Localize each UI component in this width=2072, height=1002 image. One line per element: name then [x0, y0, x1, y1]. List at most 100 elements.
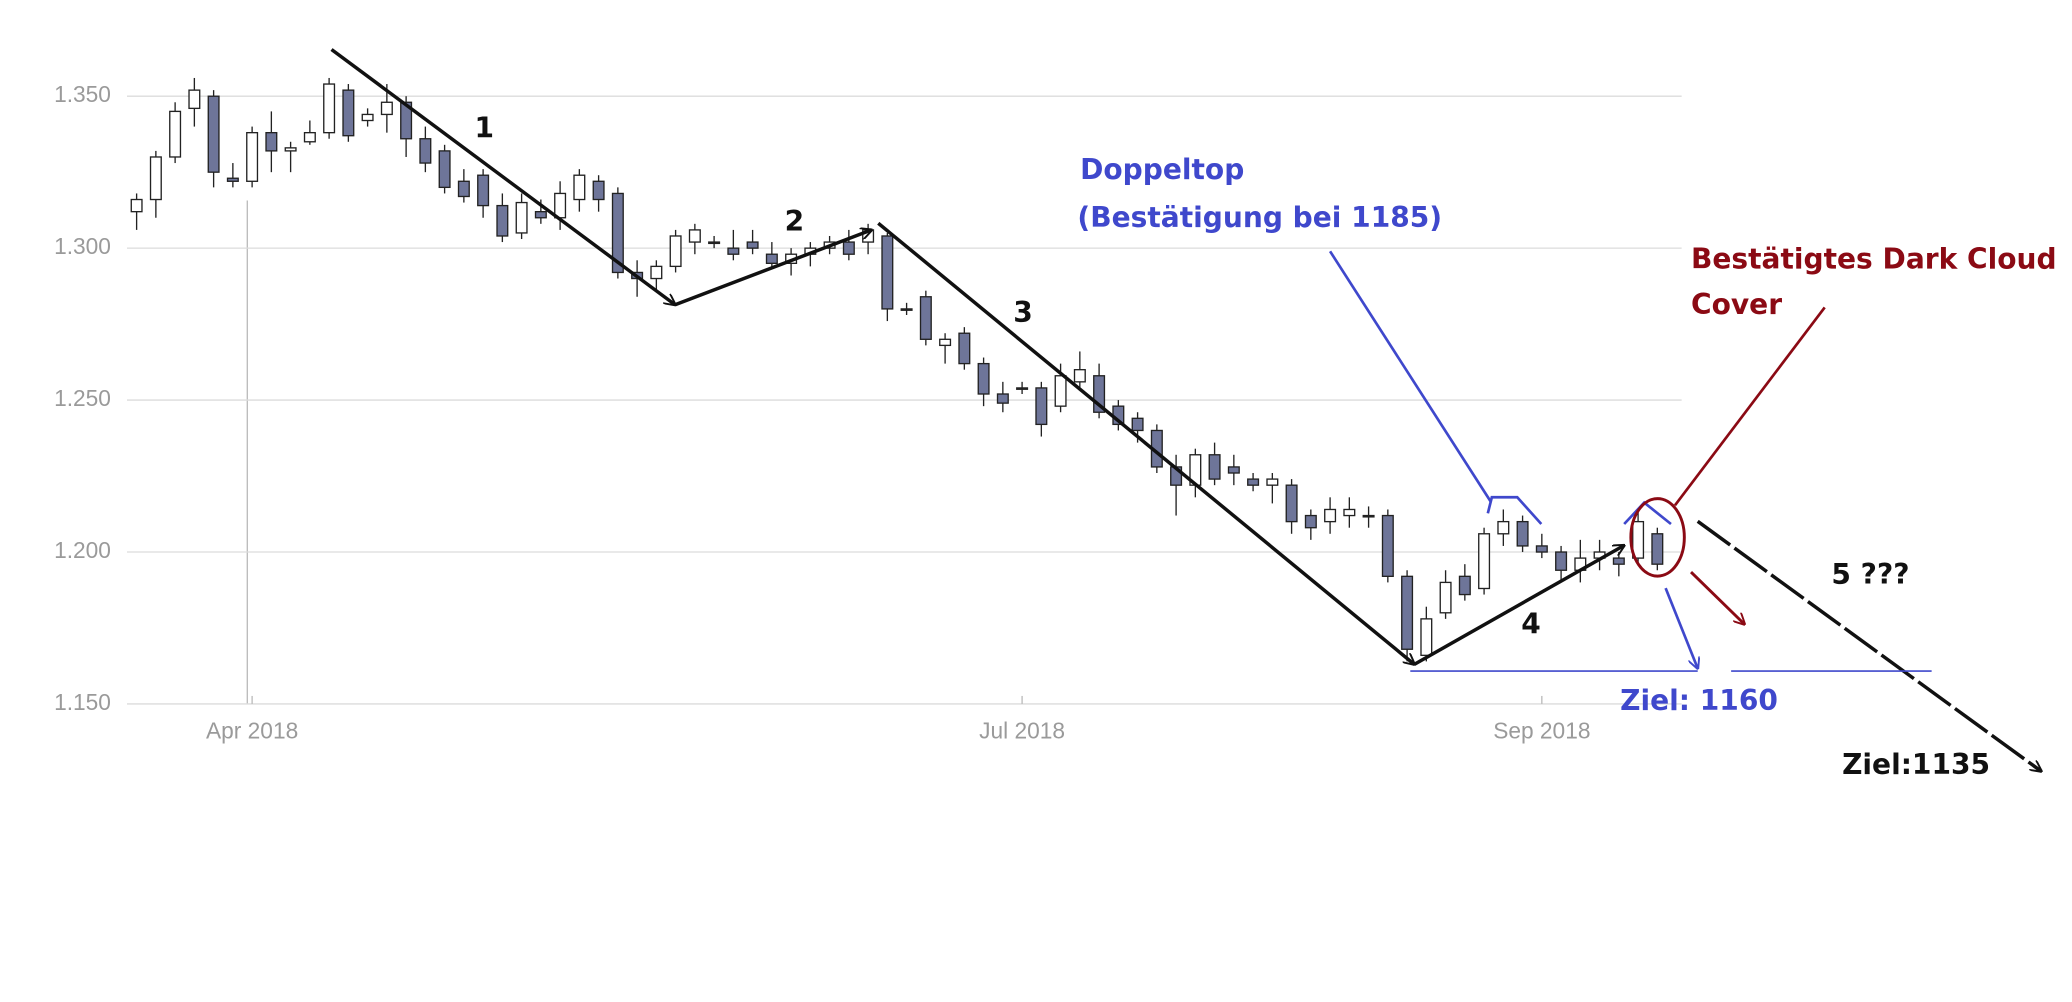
wave-label: 4 — [1521, 608, 1541, 641]
candle-body — [477, 174, 490, 207]
candle-body — [1612, 557, 1625, 565]
x-tick-label: Sep 2018 — [1493, 718, 1590, 744]
candle-body — [496, 204, 509, 237]
candle-body — [457, 180, 470, 198]
annotation-labels: 1 2 3 4 5 ??? Doppeltop (Bestätigung bei… — [475, 112, 2057, 781]
candle-body — [881, 235, 894, 310]
candle-body — [919, 296, 932, 340]
candle-body — [1555, 551, 1568, 571]
candle-body — [1093, 375, 1106, 413]
candle-body — [900, 308, 913, 311]
candle-body — [1381, 514, 1394, 577]
target-arrow — [1664, 587, 1698, 668]
y-tick-label: 1.250 — [54, 385, 111, 411]
candle-body — [1208, 454, 1221, 480]
wave-label: 3 — [1013, 296, 1033, 329]
candle-body — [438, 150, 451, 189]
target-label: Ziel: 1160 — [1620, 684, 1778, 717]
double-top-mark — [1623, 500, 1672, 526]
candle-body — [939, 338, 952, 347]
candle-body — [1324, 508, 1337, 523]
pointer-line — [1328, 250, 1492, 502]
target-arrow — [1689, 571, 1744, 624]
candle-body — [419, 138, 432, 164]
candle-body — [1131, 417, 1144, 432]
note: Cover — [1691, 288, 1782, 321]
y-tick-label: 1.300 — [54, 233, 111, 259]
candle-body — [130, 198, 143, 213]
candle-body — [554, 192, 567, 219]
y-tick-label: 1.350 — [54, 81, 111, 107]
candle-body — [727, 247, 740, 255]
candle-body — [1458, 575, 1471, 596]
candle-body — [303, 131, 316, 143]
y-tick-label: 1.150 — [54, 689, 111, 715]
x-tick-label: Jul 2018 — [979, 718, 1065, 744]
candle-body — [149, 156, 162, 201]
candle-body — [1632, 520, 1645, 559]
target-label: Ziel:1135 — [1842, 748, 1990, 781]
candle-body — [765, 253, 778, 265]
note: (Bestätigung bei 1185) — [1077, 201, 1442, 234]
candle-body — [1478, 533, 1491, 590]
candle-body — [746, 241, 759, 249]
wave-label: 5 ??? — [1831, 558, 1909, 591]
candle-body — [1073, 369, 1086, 383]
candle-body — [1497, 520, 1510, 535]
candle-body — [1227, 466, 1240, 474]
candle-body — [265, 131, 278, 152]
candle-body — [1266, 478, 1279, 486]
candle-body — [534, 211, 547, 219]
note: Doppeltop — [1080, 153, 1244, 186]
candle-body — [226, 177, 239, 182]
candle-body — [1016, 387, 1029, 390]
candle-body — [400, 101, 413, 140]
candle-body — [246, 131, 259, 182]
candle-body — [169, 110, 182, 158]
candle-body — [977, 362, 990, 395]
candle-body — [1343, 508, 1356, 517]
candle-body — [1535, 545, 1548, 553]
x-tick-label: Apr 2018 — [206, 718, 298, 744]
candle-body — [380, 101, 393, 116]
candle-body — [188, 89, 201, 110]
candle-body — [1439, 581, 1452, 614]
annotations — [330, 48, 2042, 771]
candle-body — [611, 192, 624, 274]
y-tick-label: 1.200 — [54, 537, 111, 563]
candle-body — [688, 229, 701, 243]
candle-body — [1247, 478, 1260, 486]
candle-body — [573, 174, 586, 201]
candle-body — [1285, 484, 1298, 523]
candle-body — [669, 235, 682, 268]
wave-arrow — [1413, 545, 1624, 666]
candle-body — [284, 147, 297, 152]
note: Bestätigtes Dark Cloud — [1691, 243, 2057, 276]
candle-body — [958, 332, 971, 365]
candle-body — [1651, 533, 1664, 565]
candle-body — [361, 113, 374, 122]
pointer-line — [1673, 306, 1826, 507]
candle-body — [996, 393, 1009, 404]
wave-arrow — [330, 48, 676, 304]
candle-body — [515, 201, 528, 234]
double-top-mark — [1486, 495, 1543, 525]
plot-area: 1.150 1.200 1.250 1.300 1.350 Apr 2018 Jul 201… — [54, 77, 1682, 744]
candle-body — [708, 241, 721, 245]
candle-body — [592, 180, 605, 201]
candle-body — [1362, 514, 1375, 518]
candle-body — [1304, 514, 1317, 529]
pattern-circle — [1629, 497, 1686, 578]
candle-body — [650, 265, 663, 280]
candle-body — [323, 83, 336, 134]
wave-label: 1 — [475, 112, 495, 145]
wave-label: 2 — [785, 205, 805, 238]
wave-arrow — [1696, 519, 2042, 771]
candle-body — [207, 95, 220, 173]
candle-body — [1035, 387, 1048, 426]
candle-body — [342, 89, 355, 137]
wave-arrow — [877, 221, 1414, 664]
wave-arrow — [674, 230, 872, 307]
candle-body — [1401, 575, 1414, 650]
